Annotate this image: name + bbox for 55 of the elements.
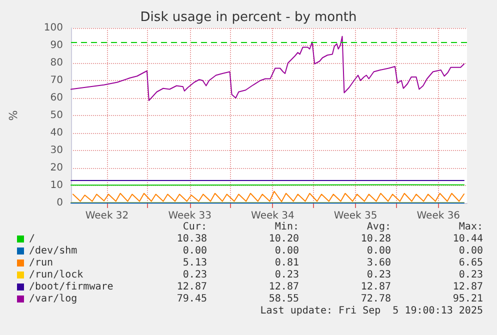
y-tick-label: 10 (50, 180, 63, 191)
text: 12.87 (268, 282, 299, 292)
x-tick-label: Week 33 (168, 210, 212, 222)
y-tick-label: 30 (50, 145, 63, 156)
text: 79.45 (176, 294, 207, 304)
text: 12.87 (360, 282, 391, 292)
text: 10.44 (452, 234, 483, 244)
text: 0.00 (182, 246, 207, 256)
text: Max: (458, 222, 483, 232)
legend-label: /run (29, 258, 54, 268)
text: 10.20 (268, 234, 299, 244)
y-tick-label: 80 (50, 58, 63, 68)
y-tick-label: 90 (50, 40, 63, 51)
legend-label: /dev/shm (29, 246, 78, 256)
text: Last update: Fri Sep 5 19:00:13 2025 (260, 306, 483, 316)
text: 5.13 (182, 258, 207, 268)
text: 0.23 (274, 270, 299, 280)
chart-title: Disk usage in percent - by month (140, 10, 357, 25)
legend-label: /boot/firmware (29, 282, 114, 292)
y-tick-label: 50 (50, 110, 63, 121)
text: 0.00 (274, 246, 299, 256)
y-tick-label: 60 (50, 92, 63, 104)
y-tick-label: 100 (44, 22, 63, 34)
y-axis-title: % (7, 110, 20, 121)
x-tick-label: Week 35 (334, 210, 378, 222)
text: 0.00 (366, 246, 391, 256)
text: 10.38 (176, 234, 207, 244)
y-tick-label: 70 (50, 75, 63, 86)
text: 0.23 (366, 270, 391, 280)
text: 6.65 (458, 258, 483, 268)
text: Avg: (366, 222, 391, 232)
x-tick-label: Week 32 (85, 210, 129, 222)
line-series (72, 190, 465, 202)
text: 95.21 (452, 294, 483, 304)
legend-label: /run/lock (29, 270, 84, 280)
text: 0.23 (458, 270, 483, 280)
text: 72.78 (360, 294, 391, 304)
y-tick-label: 0 (56, 198, 63, 208)
text: 0.00 (458, 246, 483, 256)
legend-label: / (29, 234, 36, 244)
x-tick-label: Week 36 (416, 210, 460, 222)
text: 0.23 (182, 270, 207, 280)
text: Min: (274, 222, 299, 232)
text: 10.28 (360, 234, 391, 244)
legend-label: /var/log (29, 294, 78, 304)
text: 58.55 (268, 294, 299, 304)
line-series (70, 36, 465, 102)
text: Cur: (182, 222, 207, 232)
y-tick-label: 20 (50, 162, 63, 174)
text: 12.87 (176, 282, 207, 292)
y-tick-label: 40 (50, 128, 63, 138)
text: 3.60 (366, 258, 391, 268)
text: 12.87 (452, 282, 483, 292)
x-tick-label: Week 34 (251, 210, 294, 222)
text: 0.81 (274, 258, 299, 268)
